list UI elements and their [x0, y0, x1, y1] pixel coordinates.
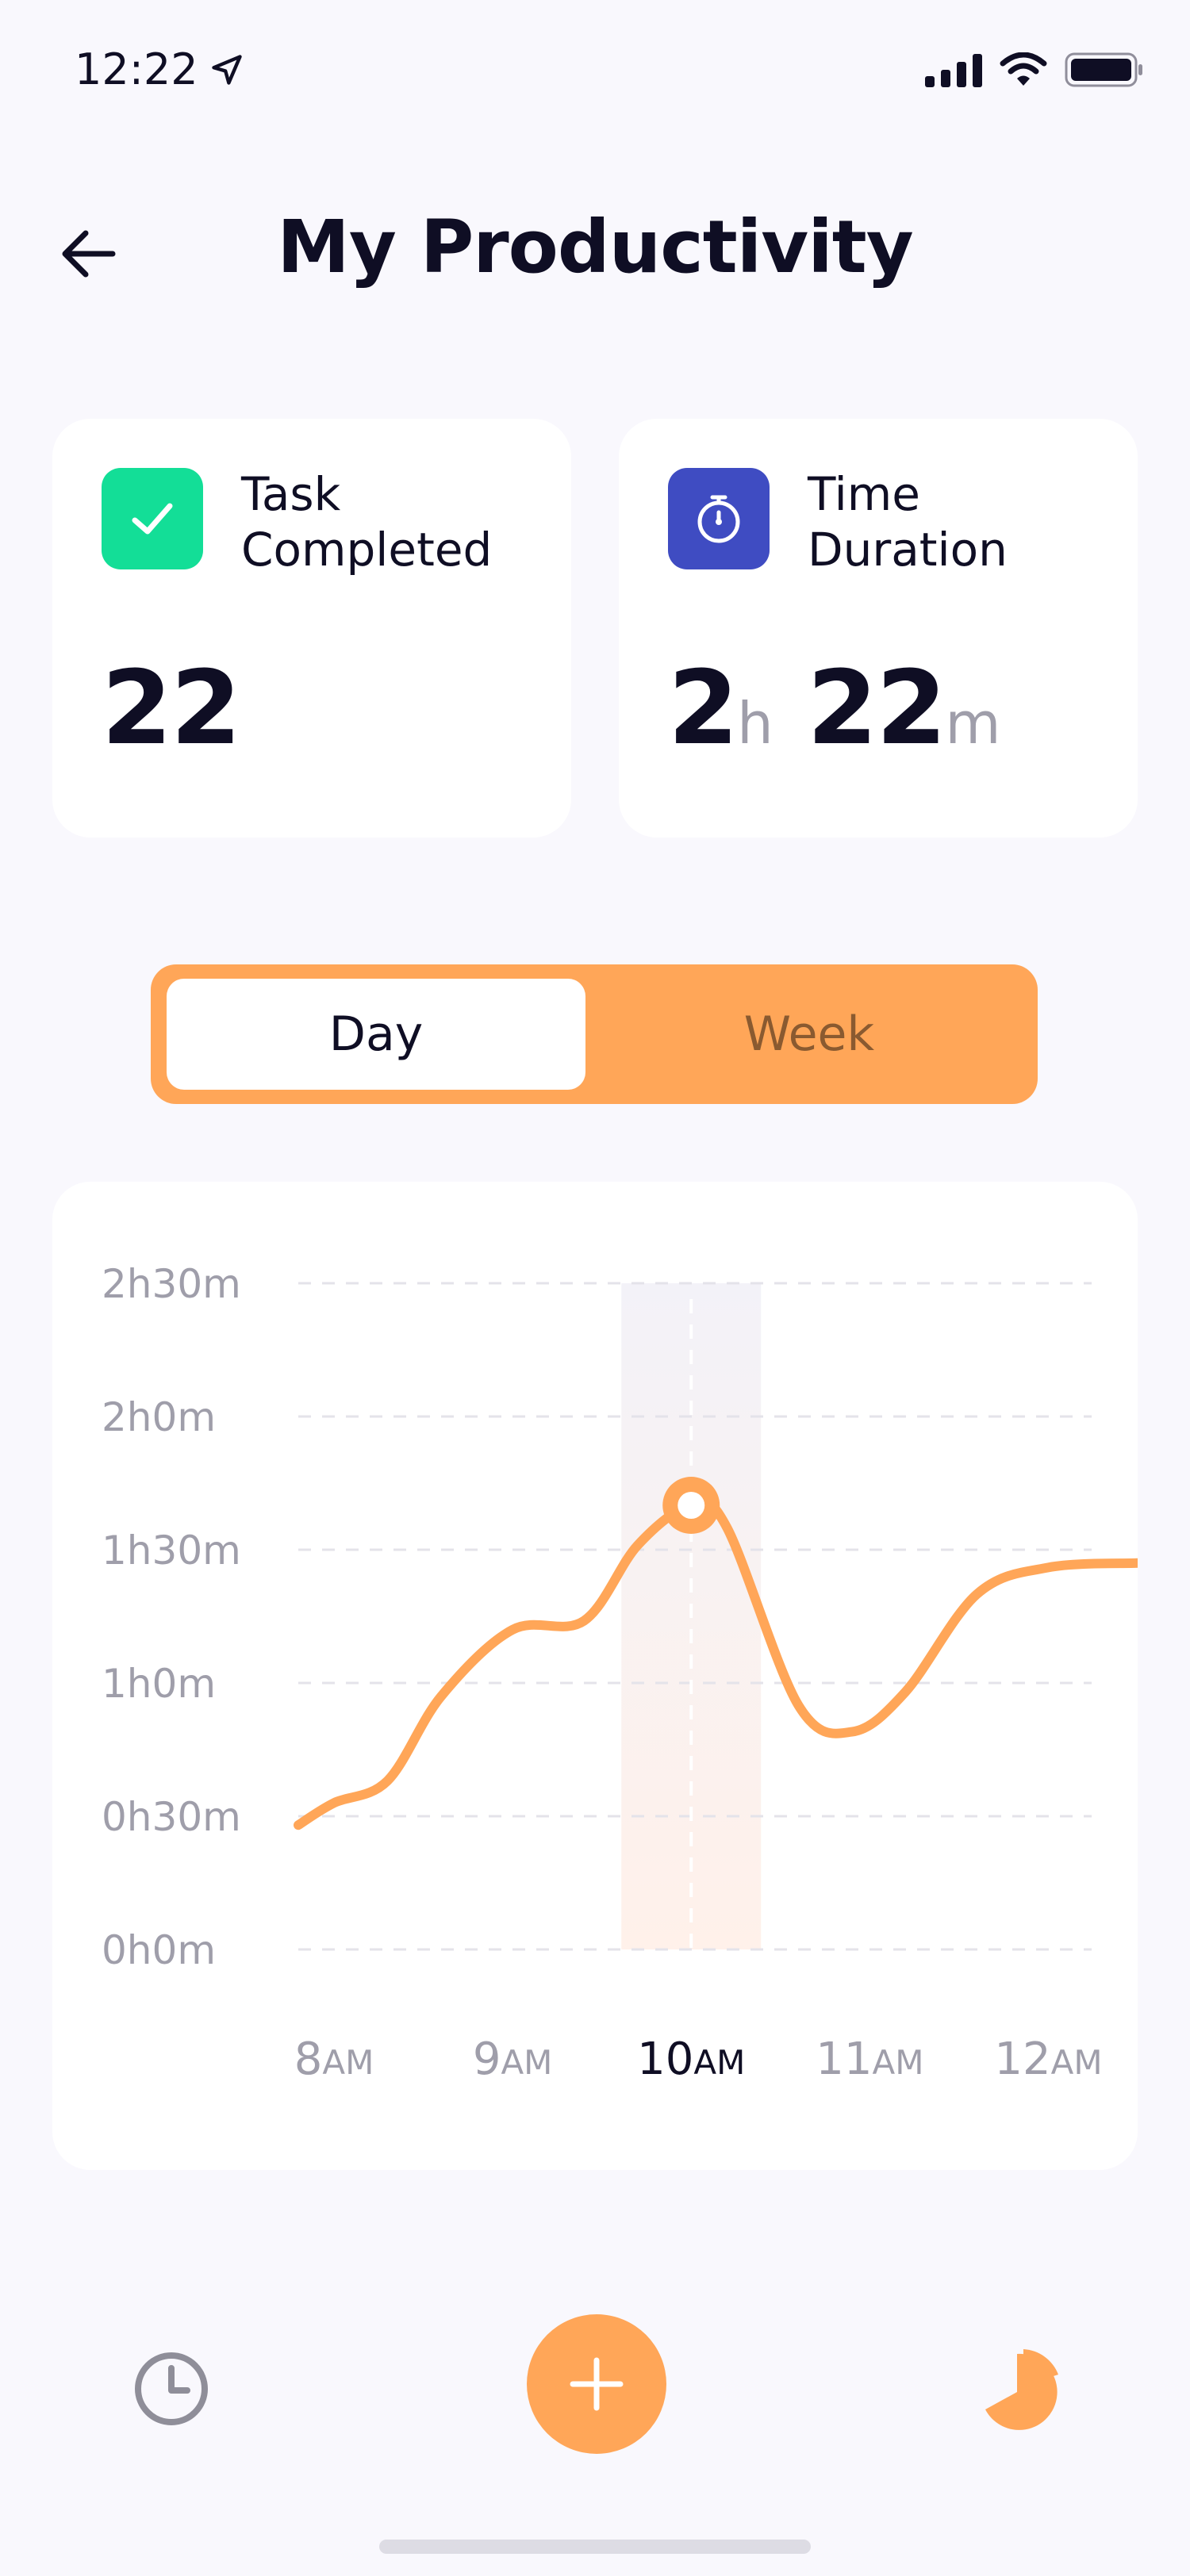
- add-button[interactable]: [527, 2314, 666, 2454]
- period-segmented-control: Day Week: [151, 964, 1038, 1104]
- plus-icon: [570, 2357, 624, 2411]
- duration-hours-unit: h: [737, 690, 774, 757]
- status-time-text: 12:22: [75, 44, 198, 94]
- productivity-chart-card: 0h0m 0h30m 1h0m 1h30m 2h0m 2h30m 8AM 9AM 10AM 11A…: [52, 1182, 1138, 2170]
- y-tick-label: 2h30m: [102, 1261, 241, 1307]
- nav-history-button[interactable]: [130, 2348, 213, 2430]
- wifi-icon: [1000, 52, 1047, 86]
- back-button[interactable]: [57, 222, 121, 286]
- y-tick-label: 1h30m: [102, 1528, 241, 1574]
- productivity-line-chart: 0h0m 0h30m 1h0m 1h30m 2h0m 2h30m 8AM 9AM 10AM 11A…: [102, 1261, 1138, 2085]
- x-tick-label: 11AM: [816, 2034, 923, 2085]
- duration-minutes-unit: m: [945, 690, 1001, 757]
- x-tick-label: 8AM: [294, 2034, 374, 2085]
- arrow-left-icon: [62, 230, 116, 278]
- check-icon: [132, 503, 173, 535]
- time-duration-label: Time Duration: [808, 467, 1008, 577]
- battery-icon: [1065, 52, 1142, 87]
- time-duration-value: 2h 22m: [668, 654, 1001, 779]
- task-completed-card: Task Completed 22: [52, 419, 571, 838]
- location-arrow-icon: [211, 54, 242, 85]
- time-duration-card: Time Duration 2h 22m: [619, 419, 1138, 838]
- status-bar-time: 12:22: [75, 44, 244, 94]
- page-title: My Productivity: [277, 205, 913, 289]
- duration-icon-tile: [668, 468, 770, 569]
- y-tick-label: 2h0m: [102, 1394, 216, 1440]
- duration-hours: 2: [668, 650, 739, 768]
- task-completed-value: 22: [102, 650, 241, 768]
- pie-chart-icon: [985, 2349, 1058, 2430]
- highlight-point-inner: [678, 1492, 705, 1519]
- home-indicator: [379, 2540, 811, 2554]
- duration-minutes: 22: [807, 650, 946, 768]
- segment-week[interactable]: Week: [743, 1006, 875, 1062]
- nav-stats-button[interactable]: [976, 2346, 1063, 2433]
- clock-icon: [135, 2352, 208, 2425]
- task-completed-label: Task Completed: [241, 467, 493, 577]
- status-icons: [925, 51, 1144, 89]
- x-tick-label: 9AM: [473, 2034, 553, 2085]
- cellular-signal-icon: [925, 54, 982, 87]
- x-tick-label: 12AM: [994, 2034, 1102, 2085]
- y-tick-label: 1h0m: [102, 1661, 216, 1707]
- y-tick-label: 0h30m: [102, 1794, 241, 1840]
- segment-day[interactable]: Day: [167, 979, 585, 1090]
- stopwatch-icon: [697, 495, 740, 543]
- task-icon-tile: [102, 468, 203, 569]
- y-tick-label: 0h0m: [102, 1927, 216, 1973]
- x-tick-label: 10AM: [637, 2034, 745, 2085]
